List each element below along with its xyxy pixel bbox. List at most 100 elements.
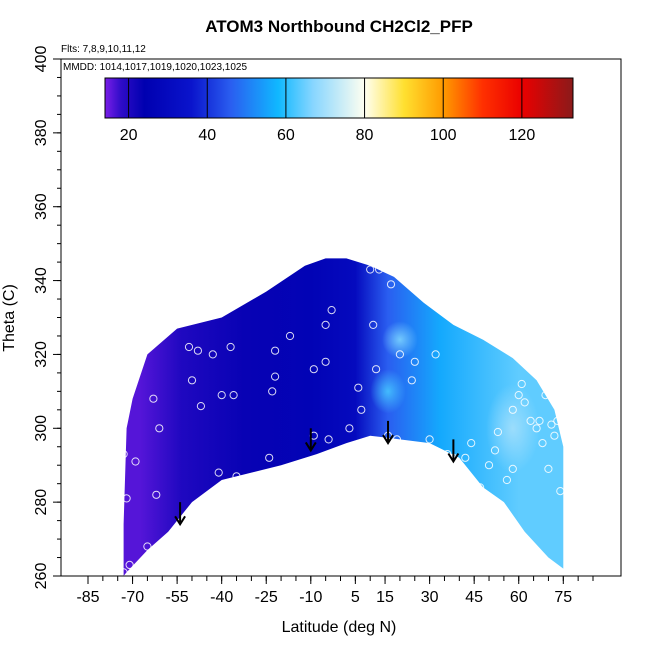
x-tick-label: 45	[465, 589, 483, 606]
sample-marker	[556, 487, 565, 496]
colorbar-tick-label: 20	[120, 127, 138, 144]
sample-marker	[508, 464, 517, 473]
y-tick-label: 400	[33, 46, 50, 73]
sample-marker	[476, 483, 485, 492]
y-tick-label: 360	[33, 193, 50, 220]
colorbar-gradient	[104, 77, 574, 119]
x-axis-label: Latitude (deg N)	[282, 619, 397, 636]
y-tick-label: 340	[33, 267, 50, 294]
sample-marker	[321, 357, 330, 366]
x-axis: -85 -70 -55 -40 -25 -10 5 15 30 45 60 75	[76, 576, 594, 606]
sample-marker	[324, 435, 333, 444]
x-tick-label: -70	[121, 589, 144, 606]
sample-marker	[214, 468, 223, 477]
sample-marker	[375, 265, 384, 274]
y-tick-label: 260	[33, 563, 50, 590]
sample-marker	[502, 475, 511, 485]
field-patch	[370, 369, 406, 414]
x-tick-label: 5	[351, 589, 360, 606]
sample-marker	[484, 461, 494, 470]
y-tick-label: 320	[33, 341, 50, 368]
sample-marker	[226, 342, 235, 352]
colorbar-tick-label: 60	[277, 127, 295, 144]
flight-arrow-head	[382, 434, 394, 445]
chart-title: ATOM3 Northbound CH2Cl2_PFP	[205, 17, 473, 36]
sample-marker	[431, 350, 440, 359]
field-background	[123, 258, 564, 576]
sample-marker	[327, 306, 336, 315]
x-tick-label: 75	[554, 589, 572, 606]
x-tick-label: 15	[376, 589, 394, 606]
dates-label: MMDD: 1014,1017,1019,1020,1023,1025	[63, 62, 247, 73]
sample-marker	[544, 464, 553, 473]
sample-marker	[520, 398, 529, 407]
sample-marker	[345, 424, 354, 433]
x-tick-label: -55	[166, 589, 189, 606]
heatmap-field	[123, 258, 564, 576]
sample-marker	[372, 365, 381, 374]
sample-marker	[309, 365, 318, 374]
sample-marker	[366, 265, 375, 274]
sample-marker	[508, 405, 517, 414]
y-axis: 260 280 300 320 340 360 380 400	[33, 46, 61, 590]
sample-marker	[392, 435, 401, 444]
sample-marker	[208, 350, 217, 359]
sample-marker	[425, 435, 434, 444]
sample-marker	[232, 472, 241, 481]
sample-marker	[152, 490, 161, 499]
colorbar: 20 40 60 80 100 120	[104, 77, 574, 144]
field-patch	[382, 321, 418, 359]
sample-marker	[119, 450, 128, 459]
sample-marker	[553, 416, 562, 425]
y-tick-label: 280	[33, 489, 50, 516]
sample-marker	[461, 453, 470, 462]
sample-marker	[490, 446, 500, 455]
sample-marker	[538, 439, 547, 448]
sample-marker	[143, 542, 152, 551]
flight-arrow-head	[304, 441, 317, 453]
x-tick-label: -25	[255, 589, 278, 606]
field-patch	[486, 383, 540, 473]
sample-marker	[369, 320, 378, 329]
sample-marker	[271, 346, 280, 355]
sample-marker	[541, 391, 550, 400]
sample-marker	[443, 450, 452, 459]
x-tick-label: 30	[421, 589, 439, 606]
sample-marker	[285, 331, 295, 341]
sample-marker	[187, 376, 197, 385]
flights-label: Flts: 7,8,9,10,11,12	[61, 44, 146, 55]
y-tick-label: 380	[33, 119, 50, 146]
sample-marker	[149, 394, 158, 403]
sample-marker	[467, 439, 476, 448]
colorbar-tick-label: 100	[430, 127, 457, 144]
y-tick-label: 300	[33, 415, 50, 442]
sample-marker	[229, 391, 238, 400]
sample-marker	[265, 453, 274, 462]
sample-marker	[493, 427, 502, 437]
sample-marker	[193, 346, 202, 355]
sample-marker	[196, 402, 205, 411]
colorbar-tick-label: 120	[509, 127, 536, 144]
x-tick-label: 60	[510, 589, 528, 606]
flight-arrow-head	[447, 452, 460, 464]
sample-marker	[532, 424, 541, 433]
y-axis-label: Theta (C)	[1, 284, 18, 352]
sample-marker	[514, 391, 523, 400]
sample-marker	[155, 424, 164, 433]
sample-marker	[217, 391, 226, 400]
sample-marker	[526, 416, 535, 425]
sample-marker	[517, 379, 526, 389]
flight-arrows	[174, 420, 460, 527]
sample-marker	[535, 416, 544, 425]
x-tick-label: -10	[299, 589, 322, 606]
sample-marker	[131, 457, 140, 466]
sample-marker	[125, 560, 134, 570]
sample-marker	[184, 342, 194, 352]
sample-marker	[122, 494, 131, 503]
sample-marker	[386, 280, 396, 289]
sample-marker	[357, 405, 366, 414]
sample-marker	[395, 350, 404, 359]
sample-marker	[550, 431, 559, 440]
colorbar-tick-label: 40	[198, 127, 216, 144]
